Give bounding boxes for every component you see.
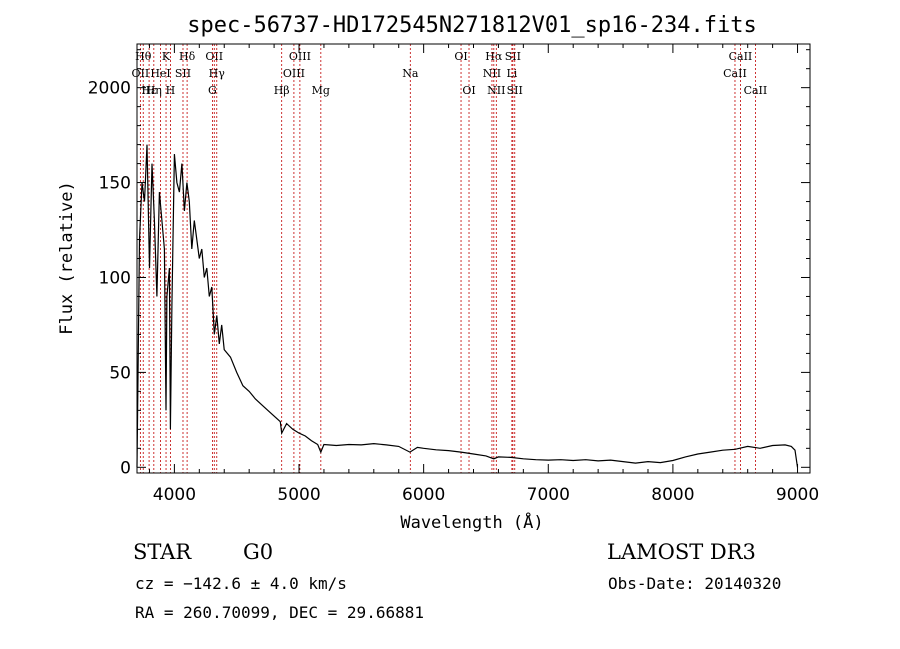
line-marker-label: OII — [132, 67, 150, 80]
spectral-subclass: G0 — [243, 540, 274, 564]
object-class: STAR — [133, 540, 192, 564]
redshift-text: cz = −142.6 ± 4.0 km/s — [135, 574, 347, 593]
x-tick-label: 6000 — [402, 485, 445, 505]
x-tick-label: 9000 — [776, 485, 819, 505]
chart-title: spec-56737-HD172545N271812V01_sp16-234.f… — [187, 13, 757, 38]
line-marker-label: Hβ — [274, 84, 290, 97]
line-marker-label: Li — [506, 67, 517, 80]
line-marker-label: H — [166, 84, 176, 97]
line-marker-label: SII — [175, 67, 191, 80]
line-marker-label: Mg — [312, 84, 330, 97]
line-marker-label: NII — [483, 67, 501, 80]
line-marker-label: OI — [454, 50, 467, 63]
line-marker-label: Hθ — [135, 50, 152, 63]
line-marker-label: OIII — [283, 67, 305, 80]
plot-frame — [136, 43, 811, 474]
y-axis-label: Flux (relative) — [57, 181, 77, 335]
y-tick-label: 50 — [109, 363, 131, 383]
line-marker-label: Na — [402, 67, 419, 80]
y-tick-label: 2000 — [88, 79, 131, 99]
line-marker-label: Hα — [485, 50, 503, 63]
line-marker-label: CaII — [723, 67, 747, 80]
y-tick-label: 150 — [99, 174, 131, 194]
line-marker-label: OII — [205, 50, 223, 63]
line-marker-label: HeI — [150, 67, 170, 80]
x-axis-ticks: 4000 5000 6000 7000 8000 9000 — [148, 44, 819, 505]
x-tick-label: 8000 — [651, 485, 694, 505]
obs-date: Obs-Date: 20140320 — [608, 574, 782, 593]
line-marker-label: OIII — [289, 50, 311, 63]
line-marker-label: OI — [462, 84, 475, 97]
x-tick-label: 4000 — [153, 485, 196, 505]
line-marker-label: SII — [507, 84, 523, 97]
survey-name: LAMOST DR3 — [607, 540, 756, 564]
spectrum-line — [136, 144, 799, 468]
y-axis-ticks: 0 50 100 150 2000 — [88, 49, 810, 478]
line-marker-label: G — [208, 84, 217, 97]
coordinates: RA = 260.70099, DEC = 29.66881 — [135, 603, 424, 622]
x-tick-label: 7000 — [527, 485, 570, 505]
x-axis-label: Wavelength (Å) — [400, 511, 543, 533]
x-tick-label: 5000 — [277, 485, 320, 505]
line-marker-label: CaII — [744, 84, 768, 97]
y-tick-label: 100 — [99, 268, 131, 288]
line-marker-label: CaII — [729, 50, 753, 63]
line-marker-label: NII — [487, 84, 505, 97]
line-marker-label: K — [162, 50, 171, 63]
y-tick-label: 0 — [120, 458, 131, 478]
line-marker-label: Hη — [146, 84, 162, 97]
line-marker-label: Hδ — [179, 50, 196, 63]
line-marker-label: SII — [505, 50, 521, 63]
line-marker-label: Hγ — [209, 67, 226, 80]
